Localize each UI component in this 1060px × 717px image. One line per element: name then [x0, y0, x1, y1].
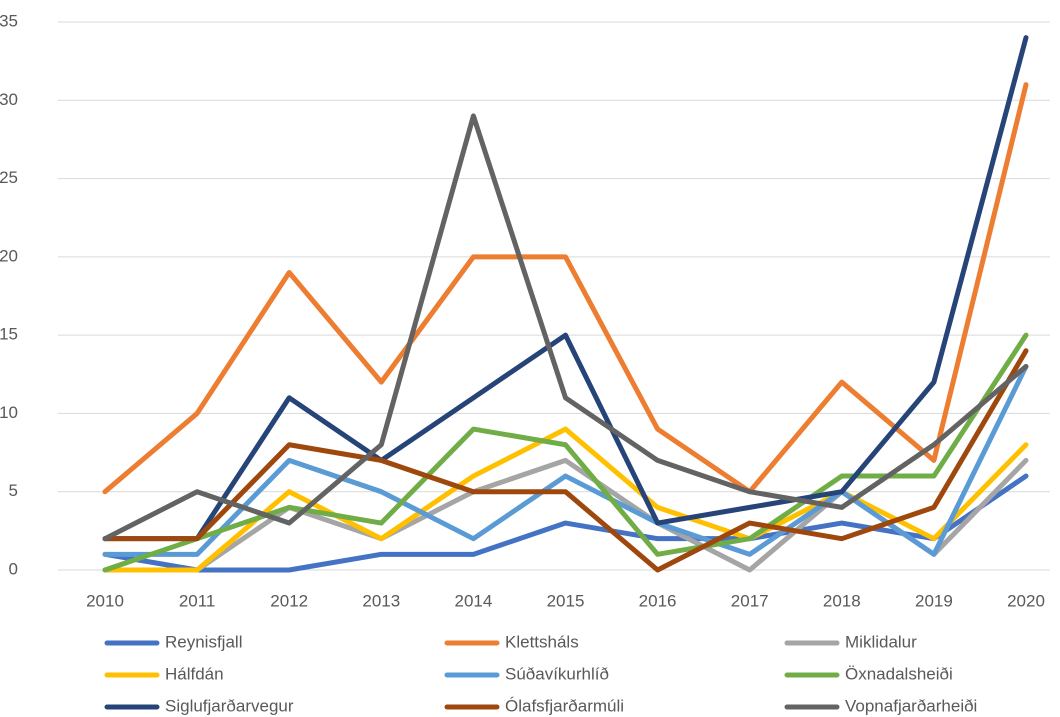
x-tick-label: 2012	[270, 591, 308, 610]
series-line	[102, 113, 1029, 542]
legend-label: Hálfdán	[165, 664, 224, 683]
legend-label: Ólafsfjarðarmúli	[505, 696, 624, 715]
x-tick-label: 2010	[86, 591, 124, 610]
x-tick-label: 2011	[179, 591, 216, 610]
series-line	[102, 332, 1029, 573]
legend-label: Vopnafjarðarheiði	[845, 696, 977, 715]
y-tick-label: 10	[0, 403, 18, 422]
y-tick-label: 0	[9, 559, 18, 578]
series-line	[102, 363, 1029, 557]
y-tick-label: 20	[0, 246, 18, 265]
x-tick-label: 2020	[1007, 591, 1045, 610]
legend-label: Öxnadalsheiði	[845, 664, 953, 683]
legend-label: Reynisfjall	[165, 632, 242, 651]
x-tick-label: 2019	[915, 591, 953, 610]
x-tick-label: 2017	[731, 591, 769, 610]
y-tick-label: 25	[0, 168, 18, 187]
legend-label: Miklidalur	[845, 632, 917, 651]
x-tick-label: 2014	[454, 591, 492, 610]
y-tick-label: 15	[0, 325, 18, 344]
legend-label: Siglufjarðarvegur	[165, 696, 294, 715]
series-line	[102, 82, 1029, 495]
series-line	[102, 426, 1029, 573]
x-tick-label: 2018	[823, 591, 861, 610]
y-tick-label: 35	[0, 11, 18, 30]
legend-label: Súðavíkurhlíð	[505, 664, 609, 683]
x-tick-label: 2016	[639, 591, 677, 610]
x-tick-label: 2015	[547, 591, 585, 610]
y-tick-label: 30	[0, 90, 18, 109]
y-tick-label: 5	[9, 481, 18, 500]
x-tick-label: 2013	[362, 591, 400, 610]
legend-label: Klettsháls	[505, 632, 579, 651]
series-line	[102, 35, 1029, 542]
series-line	[102, 348, 1029, 573]
